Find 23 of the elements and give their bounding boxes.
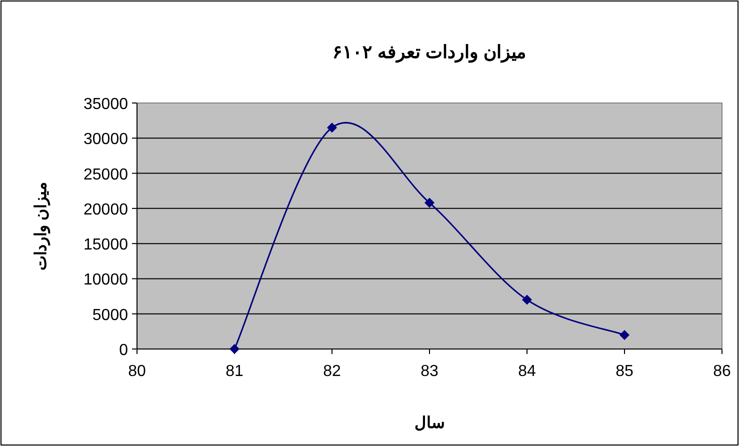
x-tick-label: 80 [128,363,146,380]
x-tick-label: 86 [713,363,731,380]
x-tick-label: 85 [616,363,634,380]
y-tick-label: 25000 [84,166,128,184]
point [327,122,337,133]
y-tick-label: 30000 [84,131,128,148]
y-tick-label: 0 [119,342,128,359]
point [230,344,240,354]
x-tick-label: 84 [518,363,536,380]
chart-title: میزان واردات تعرفه ۶۱۰۲ [332,42,527,63]
point [424,198,434,208]
y-axis-title: میزان واردات [33,181,51,271]
x-tick-label: 82 [323,363,341,380]
y-tick-label: 15000 [84,236,128,254]
point [620,330,630,340]
x-axis-title: سال [414,415,444,432]
y-tick-label: 5000 [92,306,128,324]
y-tick-label: 35000 [84,96,128,113]
y-tick-label: 20000 [84,201,128,218]
x-tick-label: 83 [420,363,438,380]
point [522,294,532,305]
y-tick-label: 10000 [84,272,128,289]
x-tick-label: 81 [226,363,244,380]
